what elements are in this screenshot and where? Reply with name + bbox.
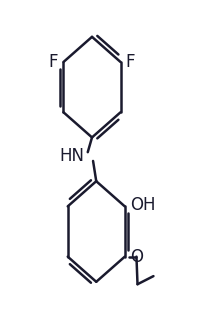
Text: F: F: [49, 53, 58, 71]
Text: F: F: [126, 53, 135, 71]
Text: OH: OH: [130, 196, 156, 214]
Text: HN: HN: [60, 147, 85, 165]
Text: O: O: [130, 248, 143, 266]
